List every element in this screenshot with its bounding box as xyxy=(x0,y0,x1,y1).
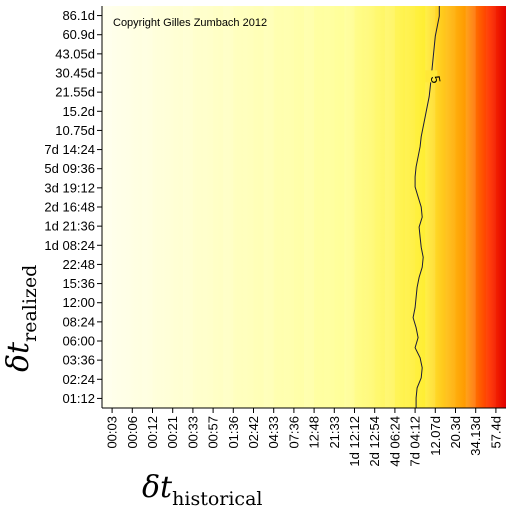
x-tick-label: 00:06 xyxy=(125,416,140,449)
x-tick-label: 00:12 xyxy=(145,416,160,449)
heatmap-column-cell xyxy=(122,6,133,408)
contour-label-background xyxy=(425,70,438,83)
contour-layer: 5 xyxy=(412,6,444,408)
x-tick-label: 01:36 xyxy=(226,416,241,449)
heatmap-column-cell xyxy=(142,6,153,408)
y-tick-label: 02:24 xyxy=(62,372,95,387)
y-tick-label: 30.45d xyxy=(55,66,95,81)
y-axis-symbol: δt xyxy=(1,341,36,372)
x-tick-label: 21:33 xyxy=(327,416,342,449)
x-tick-label: 20.3d xyxy=(448,416,463,449)
x-tick-label: 02:42 xyxy=(246,416,261,449)
y-tick-label: 03:36 xyxy=(62,353,95,368)
y-axis-title: δtrealized xyxy=(1,265,41,372)
heatmap-column-cell xyxy=(344,6,355,408)
y-tick-label: 06:00 xyxy=(62,334,95,349)
y-tick-label: 12:00 xyxy=(62,295,95,310)
heatmap-column-cell xyxy=(223,6,234,408)
heatmap-column-cell xyxy=(324,6,335,408)
heatmap-column-cell xyxy=(182,6,193,408)
copyright-annotation: Copyright Gilles Zumbach 2012 xyxy=(113,17,267,29)
x-axis-symbol: δt xyxy=(142,470,173,505)
y-tick-label: 01:12 xyxy=(62,391,95,406)
heatmap-column-cell xyxy=(102,6,113,408)
x-axis-subscript: historical xyxy=(172,488,262,510)
heatmap-column-cell xyxy=(243,6,254,408)
x-tick-label: 00:03 xyxy=(105,416,120,449)
x-tick-label: 00:57 xyxy=(206,416,221,449)
heatmap-column-cell xyxy=(485,6,496,408)
x-tick-label: 00:33 xyxy=(185,416,200,449)
x-tick-label: 07:36 xyxy=(286,416,301,449)
y-tick-label: 15:36 xyxy=(62,276,95,291)
y-tick-label: 10.75d xyxy=(55,123,95,138)
x-tick-label: 7d 04:12 xyxy=(408,416,423,467)
heatmap-column-cell xyxy=(263,6,274,408)
x-tick-label: 12:48 xyxy=(307,416,322,449)
x-tick-label: 57.4d xyxy=(488,416,503,449)
heatmap-column-cell xyxy=(405,6,416,408)
x-tick-label: 04:33 xyxy=(266,416,281,449)
heatmap-column-cell xyxy=(465,6,476,408)
contour-level-label: 5 xyxy=(428,75,444,85)
y-tick-label: 60.9d xyxy=(62,27,95,42)
y-tick-label: 15.2d xyxy=(62,104,95,119)
y-tick-label: 1d 21:36 xyxy=(44,219,95,234)
x-tick-label: 2d 12:54 xyxy=(367,416,382,467)
heatmap-column-cell xyxy=(364,6,375,408)
heatmap-column-cell xyxy=(283,6,294,408)
heatmap-column-cell xyxy=(162,6,173,408)
heatmap-column-cell xyxy=(445,6,456,408)
y-tick-label: 22:48 xyxy=(62,257,95,272)
heatmap-column-cell xyxy=(203,6,214,408)
y-axis: 01:12 02:24 03:36 06:00 08:24 12:00 15:36 22:48… xyxy=(44,6,103,408)
x-tick-label: 1d 12:12 xyxy=(347,416,362,467)
y-tick-label: 21.55d xyxy=(55,85,95,100)
heatmap-plot-area xyxy=(102,6,506,408)
x-tick-label: 4d 06:24 xyxy=(387,416,402,467)
y-tick-label: 2d 16:48 xyxy=(44,200,95,215)
y-tick-label: 1d 08:24 xyxy=(44,238,95,253)
y-tick-label: 7d 14:24 xyxy=(44,142,95,157)
x-tick-label: 34.13d xyxy=(468,416,483,456)
x-axis-title-text: δthistorical xyxy=(142,470,262,510)
x-tick-label: 00:21 xyxy=(165,416,180,449)
y-axis-subscript: realized xyxy=(19,265,41,342)
y-axis-title-text: δtrealized xyxy=(1,265,41,372)
x-tick-label: 12.07d xyxy=(428,416,443,456)
y-tick-label: 08:24 xyxy=(62,314,95,329)
heatmap-column-cell xyxy=(304,6,315,408)
y-tick-label: 86.1d xyxy=(62,8,95,23)
heatmap-column-cell xyxy=(384,6,395,408)
x-axis: 00:03 00:06 00:12 00:21 00:33 00:57 01:36 02:42… xyxy=(102,407,506,467)
y-tick-label: 3d 19:12 xyxy=(44,180,95,195)
heatmap-column-cell xyxy=(425,6,436,408)
y-tick-label: 5d 09:36 xyxy=(44,161,95,176)
y-tick-label: 43.05d xyxy=(55,46,95,61)
heatmap-cell-stripes xyxy=(102,6,496,408)
